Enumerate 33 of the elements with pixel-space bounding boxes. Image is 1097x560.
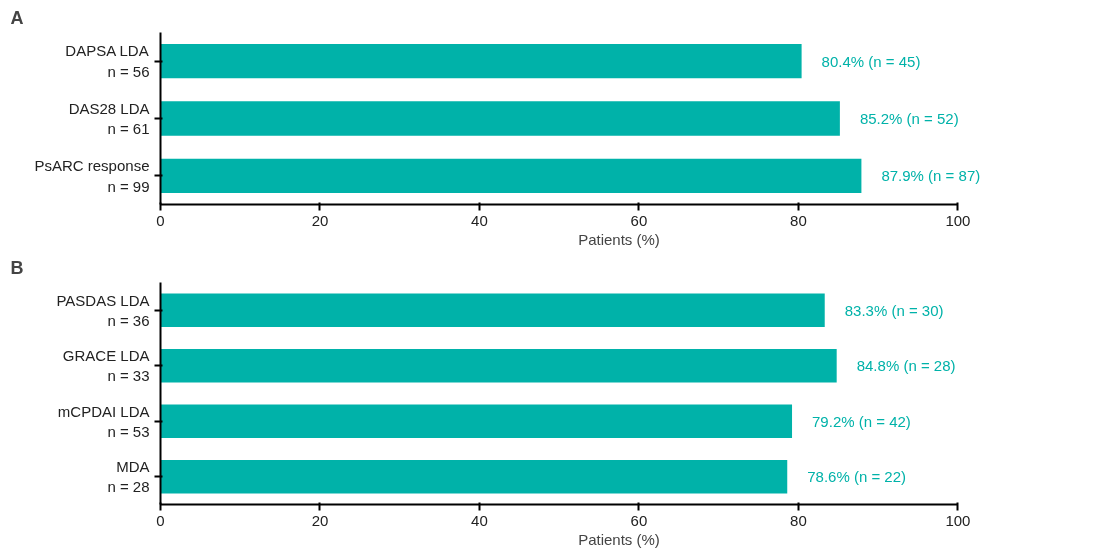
y-tick-label: MDA n = 28 (107, 458, 150, 496)
y-tick-label: DAPSA LDA n = 56 (65, 42, 150, 80)
y-tick-label: DAS28 LDA n = 61 (68, 99, 150, 138)
y-tick-label: PASDAS LDA n = 36 (56, 291, 150, 329)
y-tick-label: PsARC response n = 99 (34, 157, 150, 195)
x-tick-label: 60 (630, 211, 648, 229)
x-tick-label: 60 (630, 511, 648, 529)
x-tick-label: 20 (311, 211, 329, 229)
x-tick-label: 80 (790, 511, 807, 529)
x-tick-label: 100 (945, 211, 971, 229)
chart-title: A (10, 7, 24, 28)
x-tick-label: 100 (945, 511, 971, 529)
data-label: 80.4% (n = 45) (821, 52, 921, 70)
bar (160, 101, 840, 136)
bar (160, 158, 862, 194)
data-label: 83.3% (n = 30) (844, 301, 944, 319)
chart-title: B (10, 257, 24, 278)
y-tick-label: mCPDAI LDA n = 53 (57, 402, 150, 440)
data-label: 79.2% (n = 42) (812, 412, 911, 430)
x-tick-label: 0 (156, 511, 165, 529)
x-tick-label: 40 (471, 511, 488, 529)
data-label: 84.8% (n = 28) (856, 357, 956, 375)
data-label: 78.6% (n = 22) (807, 468, 907, 486)
x-tick-label: 0 (156, 211, 165, 229)
data-label: 87.9% (n = 87) (881, 167, 981, 185)
x-tick-label: 40 (471, 211, 488, 229)
y-tick-label: GRACE LDA n = 33 (62, 347, 150, 385)
x-axis-title: Patients (%) (578, 230, 660, 248)
x-tick-label: 80 (790, 211, 807, 229)
bar (160, 43, 802, 79)
x-tick-label: 20 (311, 511, 329, 529)
x-axis-title: Patients (%) (578, 530, 660, 548)
data-label: 85.2% (n = 52) (859, 110, 959, 127)
